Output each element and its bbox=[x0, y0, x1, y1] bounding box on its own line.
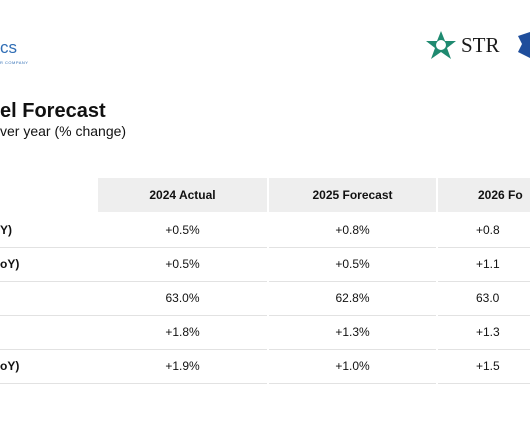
column-header: 2026 Fo bbox=[438, 178, 530, 212]
column-header: 2024 Actual bbox=[98, 178, 267, 212]
table-cell: +0.5% bbox=[98, 247, 267, 282]
subtitle: ver year (% change) bbox=[0, 123, 127, 139]
table-cell: +0.8 bbox=[438, 213, 530, 248]
table-cell: +1.3% bbox=[269, 315, 436, 350]
table-cell: +1.0% bbox=[269, 349, 436, 384]
table-cell: +1.8% bbox=[98, 315, 267, 350]
table-cell: +0.5% bbox=[269, 247, 436, 282]
table-cell: +1.5 bbox=[438, 349, 530, 384]
row-label: oY) bbox=[0, 247, 98, 282]
logo-text: cs bbox=[0, 38, 17, 57]
row-label: Y) bbox=[0, 213, 98, 248]
str-logo: STR bbox=[461, 33, 500, 57]
table-cell: 62.8% bbox=[269, 281, 436, 316]
table-cell: 63.0 bbox=[438, 281, 530, 316]
row-label bbox=[0, 315, 98, 350]
table-cell: 63.0% bbox=[98, 281, 267, 316]
logo-tagline: R COMPANY bbox=[0, 60, 29, 65]
table-cell: +0.5% bbox=[98, 213, 267, 248]
table-cell: +0.8% bbox=[269, 213, 436, 248]
row-label: oY) bbox=[0, 349, 98, 384]
table-cell: +1.1 bbox=[438, 247, 530, 282]
str-icon bbox=[426, 31, 456, 59]
row-label bbox=[0, 281, 98, 316]
column-header: 2025 Forecast bbox=[269, 178, 436, 212]
table-cell: +1.3 bbox=[438, 315, 530, 350]
table-cell: +1.9% bbox=[98, 349, 267, 384]
partner-icon bbox=[518, 32, 530, 58]
title: el Forecast bbox=[0, 100, 106, 122]
